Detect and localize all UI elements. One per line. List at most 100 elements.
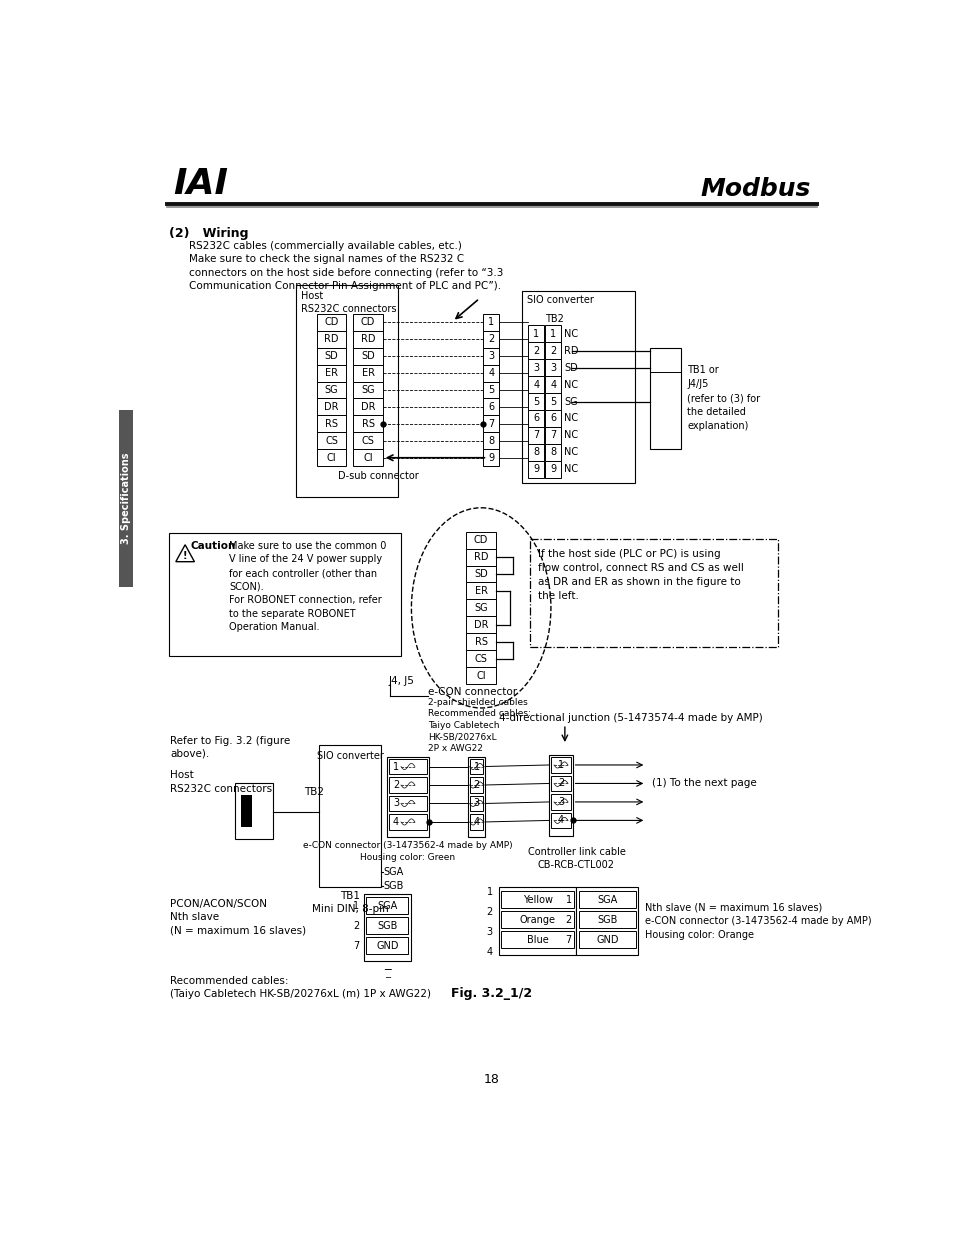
Bar xyxy=(545,461,560,478)
Text: RS: RS xyxy=(361,419,375,429)
Text: CD: CD xyxy=(474,535,488,545)
Bar xyxy=(353,347,382,364)
Text: TB2: TB2 xyxy=(304,787,324,798)
Bar xyxy=(469,814,483,830)
Text: CS: CS xyxy=(475,653,487,663)
Text: e-CON connector (3-1473562-4 made by AMP)
Housing color: Green: e-CON connector (3-1473562-4 made by AMP… xyxy=(303,841,512,862)
Text: PCON/ACON/SCON
Nth slave
(N = maximum 16 slaves): PCON/ACON/SCON Nth slave (N = maximum 16… xyxy=(171,899,306,935)
Text: TB1: TB1 xyxy=(340,892,360,902)
Bar xyxy=(545,443,560,461)
Text: 2: 2 xyxy=(550,346,556,356)
Bar xyxy=(366,937,408,955)
Bar xyxy=(545,325,560,342)
Text: 3: 3 xyxy=(393,799,398,809)
Text: Modbus: Modbus xyxy=(700,177,810,200)
Bar xyxy=(528,410,543,427)
Bar xyxy=(545,410,560,427)
Text: 3: 3 xyxy=(486,927,493,937)
Bar xyxy=(500,931,574,948)
Bar xyxy=(528,325,543,342)
Bar xyxy=(389,777,427,793)
Bar xyxy=(366,918,408,935)
Text: 7: 7 xyxy=(565,935,571,945)
Text: 6: 6 xyxy=(550,414,556,424)
Bar xyxy=(466,651,496,667)
Text: DR: DR xyxy=(324,401,338,412)
Text: 18: 18 xyxy=(483,1073,498,1087)
Text: ─: ─ xyxy=(384,972,390,982)
Bar xyxy=(550,776,571,792)
Text: Caution: Caution xyxy=(191,541,235,551)
Text: 3: 3 xyxy=(558,797,563,806)
Text: (1) To the next page: (1) To the next page xyxy=(652,778,757,788)
Text: Controller link cable
CB-RCB-CTL002: Controller link cable CB-RCB-CTL002 xyxy=(527,847,625,871)
Text: 4: 4 xyxy=(486,947,493,957)
Bar xyxy=(483,415,498,432)
Bar xyxy=(483,450,498,466)
Bar xyxy=(466,616,496,634)
Text: 1: 1 xyxy=(488,317,494,327)
Text: RD: RD xyxy=(563,346,578,356)
Bar xyxy=(483,314,498,331)
Bar xyxy=(521,290,634,483)
Text: RD: RD xyxy=(360,335,375,345)
Text: IAI: IAI xyxy=(173,167,229,200)
Bar xyxy=(578,911,636,929)
Text: 1: 1 xyxy=(486,887,493,897)
Bar xyxy=(649,348,680,448)
Text: 3. Specifications: 3. Specifications xyxy=(121,453,132,545)
Text: 1: 1 xyxy=(353,900,359,911)
Text: 6: 6 xyxy=(488,401,494,412)
Text: 3: 3 xyxy=(550,363,556,373)
Bar xyxy=(295,285,397,496)
Bar xyxy=(353,399,382,415)
Bar xyxy=(316,347,346,364)
Bar xyxy=(528,461,543,478)
Text: CD: CD xyxy=(360,317,375,327)
Bar xyxy=(528,393,543,410)
Text: Recommended cables:
(Taiyo Cabletech HK-SB/20276xL (m) 1P x AWG22): Recommended cables: (Taiyo Cabletech HK-… xyxy=(171,976,431,999)
Bar xyxy=(316,331,346,347)
Text: DR: DR xyxy=(474,620,488,630)
Bar xyxy=(316,382,346,399)
Text: Blue: Blue xyxy=(526,935,548,945)
Text: SIO converter: SIO converter xyxy=(316,751,383,761)
Text: 7: 7 xyxy=(488,419,494,429)
Text: 9: 9 xyxy=(533,464,538,474)
Text: RS: RS xyxy=(475,637,487,647)
Text: NC: NC xyxy=(563,379,578,389)
Bar xyxy=(389,758,427,774)
Bar xyxy=(466,667,496,684)
Text: CI: CI xyxy=(327,453,336,463)
Text: SGB: SGB xyxy=(597,915,617,925)
Text: 1: 1 xyxy=(533,329,538,338)
Text: 4: 4 xyxy=(393,816,398,827)
Text: e-CON connector: e-CON connector xyxy=(427,687,517,698)
Text: SGB: SGB xyxy=(383,881,403,890)
Text: TB1 or
J4/J5
(refer to (3) for
the detailed
explanation): TB1 or J4/J5 (refer to (3) for the detai… xyxy=(686,366,760,431)
Text: Fig. 3.2_1/2: Fig. 3.2_1/2 xyxy=(450,988,531,1000)
Bar xyxy=(389,814,427,830)
Text: 2: 2 xyxy=(353,921,359,931)
Bar xyxy=(550,794,571,810)
Text: 2-pair shielded cables
Recommended cables:
Taiyo Cabletech
HK-SB/20276xL
2P x AW: 2-pair shielded cables Recommended cable… xyxy=(427,698,530,753)
Text: NC: NC xyxy=(563,464,578,474)
Text: ─: ─ xyxy=(384,965,391,974)
Bar xyxy=(468,757,484,837)
Bar xyxy=(549,755,572,836)
Bar xyxy=(466,548,496,566)
Text: 1: 1 xyxy=(393,762,398,772)
Text: Make sure to use the common 0
V line of the 24 V power supply
for each controlle: Make sure to use the common 0 V line of … xyxy=(229,541,386,632)
Bar xyxy=(119,410,133,587)
Text: CI: CI xyxy=(476,671,485,680)
Text: 2: 2 xyxy=(473,781,479,790)
Bar xyxy=(316,399,346,415)
Text: NC: NC xyxy=(563,447,578,457)
Text: 2: 2 xyxy=(533,346,538,356)
Bar xyxy=(550,813,571,829)
Bar xyxy=(353,314,382,331)
Bar xyxy=(528,342,543,359)
Bar xyxy=(316,450,346,466)
Text: (2)   Wiring: (2) Wiring xyxy=(169,227,248,240)
Bar xyxy=(483,364,498,382)
